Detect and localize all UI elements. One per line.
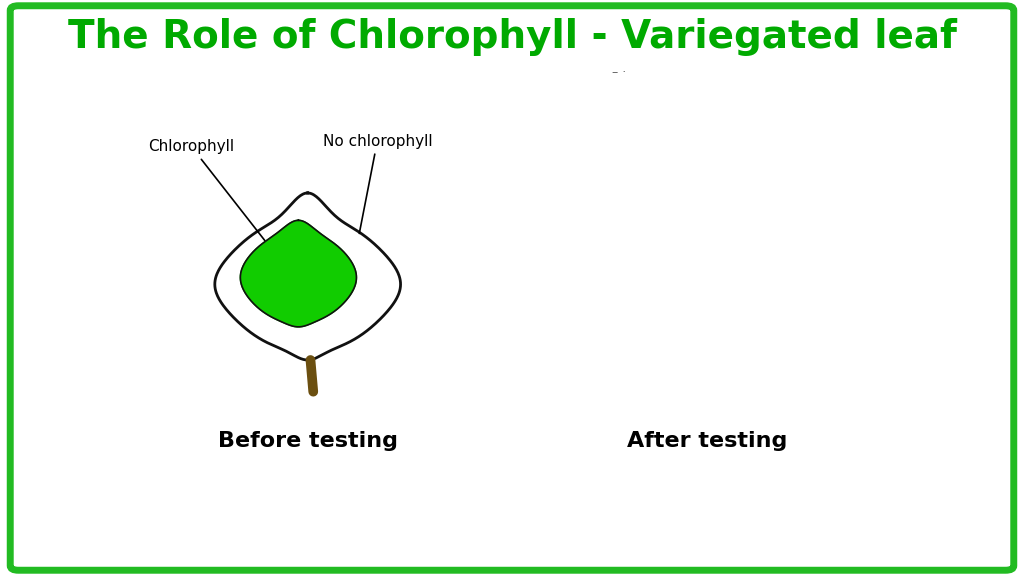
Text: The Role of Chlorophyll - Variegated leaf: The Role of Chlorophyll - Variegated lea…	[68, 18, 956, 56]
Text: No chlorophyll: No chlorophyll	[323, 134, 432, 233]
Polygon shape	[215, 193, 400, 360]
Text: Chlorophyll: Chlorophyll	[148, 139, 280, 260]
Text: Before testing: Before testing	[218, 431, 397, 450]
Polygon shape	[241, 220, 356, 327]
Text: After testing: After testing	[627, 431, 787, 450]
Text: – ·: – ·	[611, 66, 626, 78]
